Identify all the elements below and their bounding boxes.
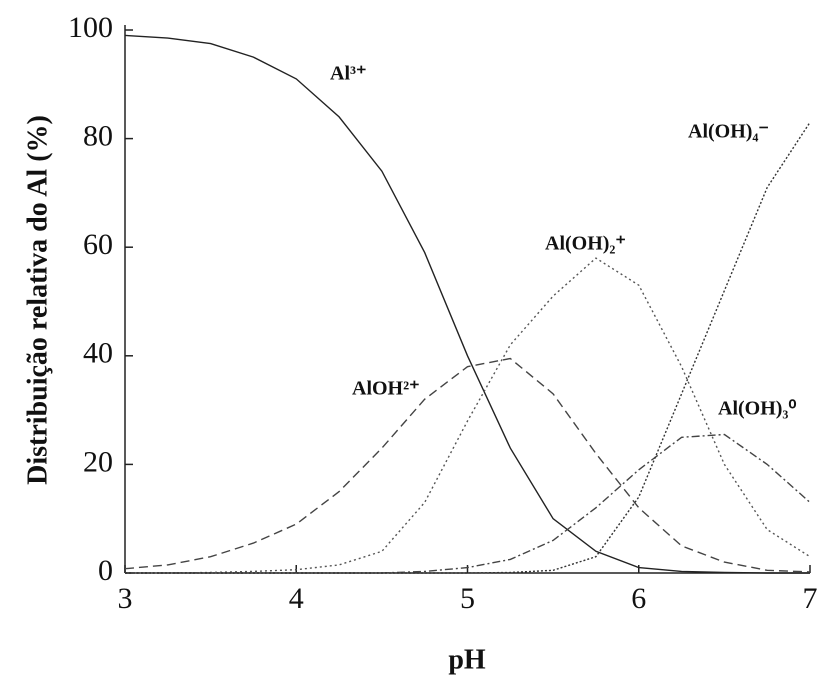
series-line	[125, 433, 811, 574]
x-tick-label: 6	[631, 582, 646, 615]
series-line	[125, 121, 811, 574]
y-tick-label: 60	[83, 228, 113, 261]
x-tick-label: 3	[118, 582, 133, 615]
series-label: Al(OH)₃⁰	[718, 398, 796, 420]
x-tick-label: 4	[289, 582, 304, 615]
x-axis-title: pH	[448, 644, 486, 675]
series-label: AlOH²⁺	[352, 378, 420, 400]
series-line	[125, 257, 811, 574]
series-label: Al(OH)₄⁻	[688, 121, 769, 143]
y-tick-label: 80	[83, 119, 113, 152]
y-axis-title: Distribuição relativa do Al (%)	[22, 115, 53, 485]
series-label: Al(OH)₂⁺	[545, 233, 626, 255]
y-tick-label: 100	[68, 11, 113, 44]
y-tick-label: 0	[98, 554, 113, 587]
x-tick-label: 5	[460, 582, 475, 615]
series-label: Al³⁺	[330, 63, 367, 85]
series-line	[124, 34, 810, 574]
x-tick-label: 7	[803, 582, 818, 615]
y-tick-label: 20	[83, 445, 113, 478]
y-tick-label: 40	[83, 337, 113, 370]
series-line	[124, 357, 811, 573]
